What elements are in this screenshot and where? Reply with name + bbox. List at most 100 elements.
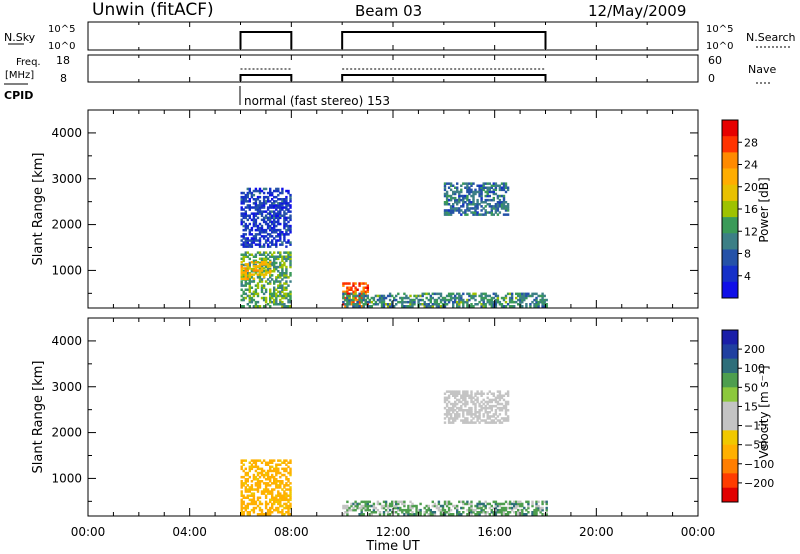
- data-cell: [474, 398, 477, 402]
- data-cell: [474, 205, 477, 208]
- data-cell: [273, 237, 276, 240]
- data-cell: [269, 296, 272, 300]
- data-cell: [439, 294, 443, 298]
- data-cell: [454, 300, 457, 304]
- data-cell: [366, 504, 369, 508]
- data-cell: [376, 303, 380, 306]
- data-cell: [262, 204, 266, 207]
- data-cell: [386, 294, 390, 298]
- data-cell: [283, 486, 286, 489]
- data-cell: [266, 282, 270, 285]
- x-tick-label: 20:00: [579, 525, 614, 539]
- data-cell: [269, 204, 272, 207]
- data-cell: [433, 292, 437, 296]
- data-cell: [397, 513, 400, 516]
- data-cell: [266, 257, 270, 261]
- data-cell: [279, 300, 282, 304]
- data-cell: [275, 267, 278, 271]
- data-cell: [289, 218, 292, 222]
- data-cell: [240, 206, 243, 209]
- data-cell: [287, 257, 290, 261]
- data-cell: [472, 198, 475, 202]
- data-cell: [500, 296, 504, 300]
- data-cell: [490, 392, 493, 395]
- data-cell: [399, 300, 402, 304]
- data-cell: [285, 282, 288, 285]
- data-cell: [273, 270, 276, 273]
- data-cell: [506, 400, 510, 404]
- data-cell: [482, 292, 485, 296]
- data-cell: [437, 292, 441, 296]
- colorbar-swatch: [722, 168, 738, 186]
- data-cell: [283, 469, 286, 473]
- data-cell: [535, 292, 538, 296]
- data-cell: [521, 296, 524, 300]
- data-cell: [510, 296, 514, 300]
- data-cell: [242, 475, 245, 479]
- data-cell: [447, 508, 451, 512]
- data-cell: [488, 404, 491, 408]
- data-cell: [254, 303, 258, 306]
- data-cell: [273, 189, 276, 193]
- data-cell: [350, 303, 353, 306]
- data-cell: [449, 298, 453, 302]
- data-cell: [478, 392, 481, 395]
- data-cell: [415, 296, 418, 300]
- data-cell: [283, 222, 286, 226]
- data-cell: [476, 198, 479, 202]
- data-cell: [382, 300, 386, 304]
- data-cell: [502, 201, 506, 204]
- data-cell: [539, 508, 542, 512]
- data-cell: [283, 200, 286, 203]
- data-cell: [262, 292, 266, 296]
- data-cell: [486, 411, 489, 414]
- data-cell: [258, 189, 262, 193]
- data-cell: [279, 210, 282, 213]
- data-cell: [252, 473, 256, 477]
- data-cell: [342, 300, 345, 304]
- data-cell: [262, 243, 266, 246]
- data-cell: [462, 182, 465, 185]
- data-cell: [246, 251, 249, 254]
- data-cell: [423, 511, 426, 514]
- data-cell: [277, 486, 280, 489]
- data-cell: [252, 261, 256, 265]
- data-cell: [470, 392, 473, 395]
- data-cell: [523, 513, 526, 516]
- data-cell: [413, 303, 416, 306]
- data-cell: [256, 504, 260, 508]
- data-cell: [537, 504, 540, 508]
- data-cell: [484, 409, 487, 412]
- data-cell: [252, 502, 256, 506]
- data-cell: [346, 508, 349, 512]
- power-panel-frame: [87, 109, 699, 309]
- data-cell: [273, 216, 276, 220]
- data-cell: [258, 239, 262, 242]
- data-cell: [273, 255, 276, 258]
- data-cell: [437, 500, 441, 504]
- data-cell: [289, 200, 292, 203]
- data-cell: [462, 396, 465, 400]
- data-cell: [395, 298, 398, 302]
- data-cell: [454, 400, 457, 404]
- data-cell: [281, 494, 284, 497]
- colorbar-tick-label: 8: [744, 248, 751, 261]
- data-cell: [513, 300, 516, 304]
- data-cell: [496, 207, 500, 210]
- data-cell: [395, 511, 398, 514]
- data-cell: [289, 259, 292, 263]
- data-cell: [452, 409, 455, 412]
- data-cell: [474, 188, 477, 192]
- data-cell: [269, 467, 272, 471]
- data-cell: [415, 506, 418, 510]
- data-cell: [364, 506, 367, 510]
- data-cell: [517, 292, 520, 296]
- data-cell: [256, 276, 260, 279]
- data-cell: [252, 265, 256, 268]
- data-cell: [527, 504, 530, 508]
- data-cell: [466, 413, 469, 416]
- data-cell: [445, 303, 449, 306]
- data-cell: [407, 504, 410, 508]
- data-cell: [464, 194, 467, 198]
- data-cell: [273, 475, 276, 479]
